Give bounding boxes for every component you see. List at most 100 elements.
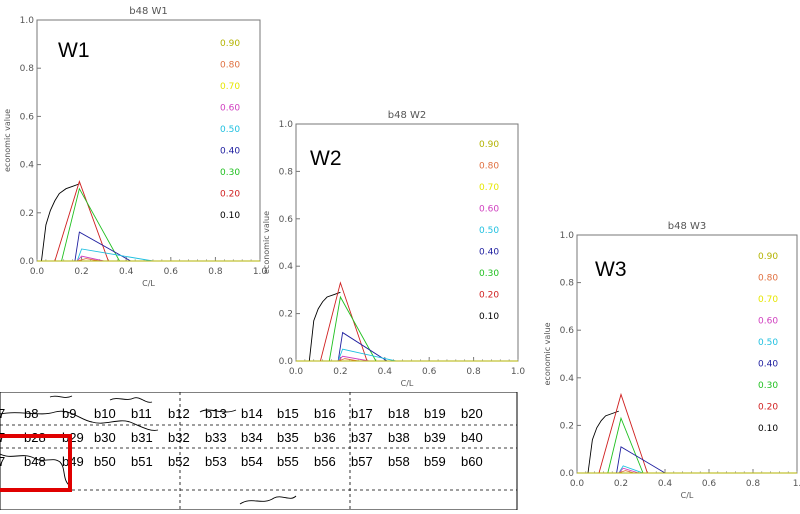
legend-item: 0.80 <box>220 61 240 71</box>
map-cell-label[interactable]: b53 <box>205 454 227 469</box>
map-cell-label[interactable]: b10 <box>94 406 116 421</box>
map-cell-label[interactable]: b19 <box>424 406 446 421</box>
map-cell-label[interactable]: b52 <box>168 454 190 469</box>
series-line-0-30 <box>328 295 377 362</box>
series-line-0-80 <box>77 258 100 262</box>
map-cell-label[interactable]: 7 <box>0 454 5 469</box>
coastline <box>199 409 237 413</box>
legend-item: 0.20 <box>479 291 499 301</box>
map-cell-label[interactable]: b59 <box>424 454 446 469</box>
map-cell-label[interactable]: b15 <box>277 406 299 421</box>
chart-title: b48 W3 <box>668 221 707 232</box>
map-coastline <box>0 395 297 505</box>
map-cell-label[interactable]: b50 <box>94 454 116 469</box>
map-cell-label[interactable]: b49 <box>62 454 84 469</box>
x-tick-label: 0.6 <box>422 367 437 377</box>
map-cell-label[interactable]: b38 <box>388 430 410 445</box>
legend-item: 0.90 <box>479 140 499 150</box>
y-tick-label: 0.8 <box>20 64 35 74</box>
x-tick-label: 0.2 <box>333 367 347 377</box>
x-tick-label: 1.0 <box>253 267 268 277</box>
map-cell-label[interactable]: b14 <box>241 406 263 421</box>
map-cell-label[interactable]: b40 <box>461 430 483 445</box>
series-line-0-10 <box>41 183 80 262</box>
series-line-0-80 <box>618 470 635 474</box>
map-cell-label[interactable]: b36 <box>314 430 336 445</box>
map-cell-label[interactable]: b30 <box>94 430 116 445</box>
series-line-0-60 <box>618 467 639 474</box>
map-cell-label[interactable]: b54 <box>241 454 263 469</box>
legend-item: 0.50 <box>220 125 240 135</box>
map-cell-label[interactable]: b31 <box>131 430 153 445</box>
map-cell-label[interactable]: b8 <box>24 406 38 421</box>
chart-w1-svg: b48 W1 W1 0.0 0.2 0.4 0.6 0.8 1.0 0.0 0.2 0.4 0.6 0.… <box>3 6 268 288</box>
map-cell-label[interactable]: 7 <box>0 406 5 421</box>
map-cell-label[interactable]: b39 <box>424 430 446 445</box>
selected-region-box[interactable] <box>0 434 72 492</box>
y-tick-label: 0.6 <box>279 215 294 225</box>
map-cell-label[interactable]: b55 <box>277 454 299 469</box>
y-axis-label: economic value <box>543 322 552 385</box>
map-cell-label[interactable]: b29 <box>62 430 84 445</box>
y-tick-label: 1.0 <box>20 16 35 26</box>
x-tick-label: 0.0 <box>289 367 304 377</box>
legend-item: 0.40 <box>220 147 240 157</box>
coastline <box>0 410 159 431</box>
map-cell-label[interactable]: b56 <box>314 454 336 469</box>
map-cell-label[interactable]: b32 <box>168 430 190 445</box>
legend-item: 0.80 <box>479 162 499 172</box>
series-line-0-10 <box>587 410 619 474</box>
y-axis-label: economic value <box>262 211 271 274</box>
chart-w1: b48 W1 W1 0.0 0.2 0.4 0.6 0.8 1.0 0.0 0.2 0.4 0.6 0.… <box>0 0 275 290</box>
map-cell-label[interactable]: b58 <box>388 454 410 469</box>
coastline <box>239 495 297 505</box>
series-line-0-80 <box>338 358 359 362</box>
legend-item: 0.20 <box>758 403 778 413</box>
map-cell-label[interactable]: b33 <box>205 430 227 445</box>
map-cell-label[interactable]: b51 <box>131 454 153 469</box>
panel-label: W2 <box>310 147 342 170</box>
map-cell-label[interactable]: b11 <box>131 406 152 421</box>
map-cell-label[interactable]: b60 <box>461 454 483 469</box>
series-line-0-40 <box>616 446 666 474</box>
chart-w3: b48 W3 W3 0.0 0.2 0.4 0.6 0.8 1. 0.0 0.2 0.4 0.6 0.8… <box>537 214 800 510</box>
legend-item: 0.90 <box>758 252 778 262</box>
y-tick-label: 0.4 <box>279 262 294 272</box>
legend-item: 0.10 <box>758 424 778 434</box>
x-tick-label: 0.0 <box>30 267 45 277</box>
x-axis-label: C/L <box>401 379 414 388</box>
x-tick-label: 0.8 <box>466 367 481 377</box>
series-line-0-30 <box>607 416 644 474</box>
y-tick-label: 0.4 <box>560 374 575 384</box>
x-tick-label: 0.4 <box>378 367 393 377</box>
x-tick-label: 0.6 <box>702 479 717 489</box>
map-cell-label[interactable]: b57 <box>351 454 373 469</box>
y-tick-label: 0.2 <box>560 421 574 431</box>
map-cell-label[interactable]: b18 <box>388 406 410 421</box>
y-tick-label: 0.6 <box>560 326 575 336</box>
map-cell-label[interactable]: b17 <box>351 406 373 421</box>
y-axis-label: economic value <box>3 109 12 172</box>
map-cell-label[interactable]: b12 <box>168 406 190 421</box>
map-cell-label[interactable]: b34 <box>241 430 263 445</box>
legend-item: 0.30 <box>220 168 240 178</box>
series-line-0-40 <box>74 231 131 262</box>
x-tick-label: 1.0 <box>511 367 526 377</box>
chart-w3-svg: b48 W3 W3 0.0 0.2 0.4 0.6 0.8 1. 0.0 0.2 0.4 0.6 0.8… <box>543 221 800 500</box>
map-cell-label[interactable]: b16 <box>314 406 336 421</box>
legend-item: 0.10 <box>220 211 240 221</box>
map-grid <box>0 392 517 510</box>
x-tick-label: 0.2 <box>614 479 628 489</box>
legend-item: 0.60 <box>220 104 240 114</box>
map-cell-label[interactable]: b9 <box>62 406 76 421</box>
map-cell-label[interactable]: b20 <box>461 406 483 421</box>
y-tick-label: 0.8 <box>279 167 294 177</box>
coastline <box>49 395 73 398</box>
series-line-0-60 <box>76 255 104 262</box>
map-cell-label[interactable]: b13 <box>205 406 227 421</box>
map-cell-label[interactable]: b35 <box>277 430 299 445</box>
map-cell-label[interactable]: b37 <box>351 430 373 445</box>
map-cell-label[interactable]: b48 <box>24 454 46 469</box>
x-tick-label: 0.8 <box>746 479 761 489</box>
chart-w2: b48 W2 W2 0.0 0.2 0.4 0.6 0.8 1.0 0.0 0.2 0.4 0.6 0.… <box>258 103 533 393</box>
